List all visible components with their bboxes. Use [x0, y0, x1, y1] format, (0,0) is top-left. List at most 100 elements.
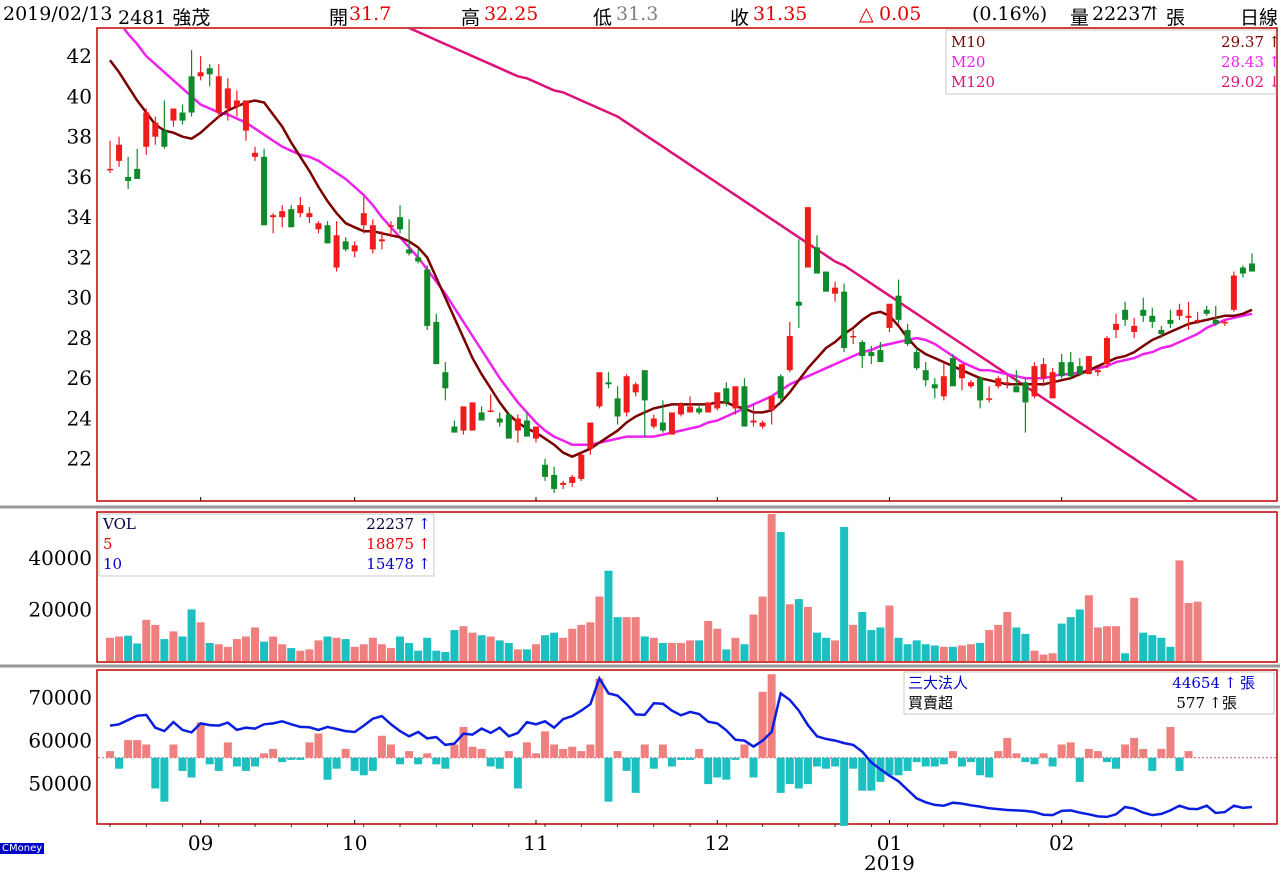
candle-body — [215, 76, 222, 113]
candle-body — [551, 474, 558, 489]
volume-bar — [151, 624, 160, 661]
inst-net-bar — [468, 746, 477, 758]
low-price: 31.3 — [616, 3, 659, 25]
volume-bar — [504, 642, 513, 661]
volume-bar — [686, 640, 695, 661]
volume-bar — [278, 644, 287, 661]
candle-body — [623, 376, 630, 413]
inst-net-bar — [232, 757, 241, 767]
volume-bar — [867, 630, 876, 661]
candle-body — [668, 412, 675, 435]
inst-net-bar — [115, 757, 124, 769]
inst-net-bar — [677, 757, 685, 760]
candle-body — [1194, 319, 1201, 322]
inst-net-bar — [903, 757, 912, 771]
inst-net-bar — [568, 746, 577, 758]
candle-body — [125, 176, 132, 181]
inst-net-bar — [785, 757, 794, 785]
inst-net-bar — [477, 748, 486, 758]
candle-body — [569, 476, 576, 483]
inst-net-bar — [803, 757, 812, 785]
volume-bar — [405, 642, 414, 661]
inst-net-bar — [1148, 757, 1157, 771]
volume-bar — [459, 626, 468, 661]
volume-bar — [223, 646, 232, 661]
volume-bar — [776, 532, 785, 661]
inst-net-bar — [1066, 742, 1075, 758]
candle-body — [197, 72, 204, 77]
candle-body — [841, 291, 848, 349]
candle-body — [714, 392, 721, 409]
volume-bar — [1030, 650, 1039, 661]
volume-bar — [785, 604, 794, 661]
inst-net-bar — [1021, 757, 1030, 763]
inst-net-bar — [867, 757, 876, 791]
legend-net-arrow-icon: ↑ — [1209, 694, 1222, 712]
volume-bar — [695, 640, 704, 661]
inst-net-bar — [405, 751, 414, 758]
candle-body — [378, 239, 385, 242]
inst-net-bar — [241, 757, 250, 771]
inst-net-bar — [414, 757, 423, 765]
candle-body — [768, 396, 775, 411]
candle-body — [750, 420, 757, 423]
volume-bar — [550, 632, 559, 661]
legend-vol-arrow-icon: ↑ — [418, 515, 431, 533]
close-price: 31.35 — [753, 3, 808, 25]
candle-body — [478, 412, 485, 421]
candle-body — [433, 321, 440, 365]
inst-net-bar — [622, 757, 631, 771]
inst-net-bar — [1184, 751, 1193, 758]
candle-body — [279, 211, 286, 218]
candle-body — [496, 418, 503, 423]
inst-net-bar — [667, 757, 676, 767]
candle-body — [306, 213, 313, 218]
legend-ma5-arrow-icon: ↑ — [418, 535, 431, 553]
volume-bar — [187, 609, 196, 661]
volume-bar — [1184, 602, 1193, 661]
legend-net-name: 買賣超 — [908, 694, 953, 712]
inst-panel-frame — [96, 669, 1278, 825]
x-tick-label: 02 — [1049, 831, 1074, 855]
candle-body — [170, 108, 177, 121]
legend-inst-arrow-icon: ↑ — [1224, 674, 1237, 692]
candle-body — [986, 398, 993, 400]
inst-net-bar — [631, 757, 640, 793]
volume-bar — [903, 644, 912, 661]
candle-body — [904, 329, 911, 345]
volume-bar — [631, 617, 640, 661]
period-selector[interactable]: 日線 — [1240, 7, 1279, 29]
legend-m10-name: M10 — [951, 33, 985, 51]
volume-bar — [967, 644, 976, 661]
candle-body — [560, 482, 567, 485]
candle-body — [868, 352, 875, 357]
price-tick-label: 38 — [67, 125, 92, 149]
candle-body — [777, 376, 784, 399]
candle-body — [578, 454, 585, 479]
volume-bar — [432, 650, 441, 661]
candle-body — [242, 100, 249, 131]
inst-net-bar — [577, 751, 586, 758]
volume-bar — [758, 596, 767, 661]
candle-body — [523, 420, 530, 437]
volume-bar — [359, 644, 368, 661]
inst-net-bar — [359, 757, 368, 776]
inst-net-bar — [495, 757, 504, 769]
candle-body — [469, 402, 476, 431]
candle-body — [179, 112, 186, 121]
volume-bar — [441, 651, 450, 661]
stock-name[interactable]: 2481 強茂 — [118, 7, 211, 29]
inst-net-bar — [314, 733, 323, 758]
volume-bar — [468, 632, 477, 661]
inst-tick-label: 70000 — [28, 686, 92, 710]
volume-unit: 張 — [1166, 7, 1186, 29]
volume-bar — [350, 646, 359, 661]
quote-date: 2019/02/13 — [3, 3, 113, 25]
inst-net-bar — [758, 691, 767, 758]
candle-body — [1040, 364, 1047, 379]
candle-body — [732, 386, 739, 409]
volume-bar — [767, 514, 776, 661]
volume-bar — [1003, 612, 1012, 661]
legend-m120-value: 29.02 — [1221, 73, 1264, 91]
legend-m20-name: M20 — [951, 53, 985, 71]
